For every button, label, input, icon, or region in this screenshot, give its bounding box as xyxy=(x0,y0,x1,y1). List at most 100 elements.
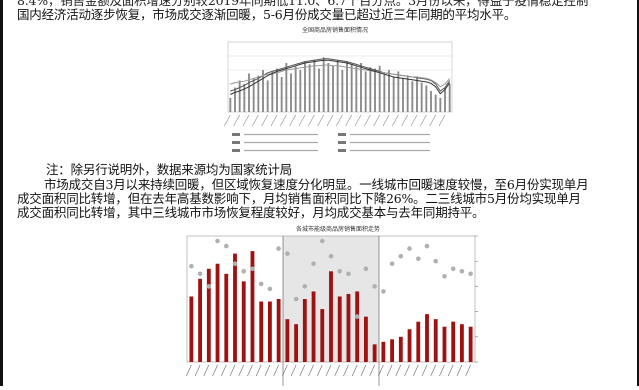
chart-bar xyxy=(383,73,386,112)
tick-label xyxy=(429,114,436,127)
legend-swatch xyxy=(338,141,346,144)
chart-bar xyxy=(336,60,339,112)
data-point xyxy=(442,274,447,279)
tick-label xyxy=(410,114,418,127)
tick-label xyxy=(242,114,250,127)
tick-label xyxy=(447,364,454,377)
tick-label xyxy=(401,114,408,127)
tick-label xyxy=(334,364,341,377)
chart-bar xyxy=(346,293,351,362)
tick-label xyxy=(378,364,384,377)
data-point xyxy=(224,243,229,249)
chart-bar xyxy=(318,68,320,112)
data-point xyxy=(197,271,203,277)
tick-label xyxy=(252,114,259,127)
chart-bar xyxy=(327,63,330,112)
chart-bar xyxy=(262,70,264,112)
tick-label xyxy=(382,114,390,127)
tick-label xyxy=(264,364,271,377)
tick-label xyxy=(343,364,349,377)
tick-label xyxy=(392,114,399,127)
chart-bar xyxy=(397,71,400,112)
chart-bar xyxy=(322,57,325,112)
tick-label xyxy=(212,364,218,377)
chart-bar xyxy=(294,66,297,112)
chart-bar xyxy=(313,59,316,112)
chart-bar xyxy=(238,80,241,112)
data-point xyxy=(285,251,290,256)
chart-bar xyxy=(189,296,194,362)
chart-bar xyxy=(468,326,473,362)
data-point xyxy=(189,263,194,269)
tick-label xyxy=(395,364,402,377)
data-point xyxy=(328,253,334,259)
tick-label xyxy=(404,364,410,377)
chart-bar xyxy=(372,344,377,362)
tick-label xyxy=(456,364,463,377)
paragraph-line: 国内经济活动逐步恢复，市场成交逐渐回暖，5-6月份成交量已超过近三年同期的平均水… xyxy=(17,7,517,22)
chart-bar xyxy=(407,329,412,362)
chart-bar xyxy=(416,77,418,112)
chart-bar xyxy=(430,91,432,112)
chart-bar xyxy=(243,84,246,112)
tick-label xyxy=(280,114,287,127)
chart-bar xyxy=(346,61,348,112)
series-line xyxy=(230,59,451,95)
tick-label xyxy=(308,364,314,377)
data-point xyxy=(468,271,473,277)
tick-label xyxy=(308,114,315,127)
chart-bar xyxy=(411,81,414,112)
chart-bar xyxy=(433,319,438,362)
figure-city-tier-chart: 各城市能级商品房销售面积走势 xyxy=(183,222,493,386)
data-point xyxy=(407,246,412,251)
data-point xyxy=(416,256,421,261)
chart-bar xyxy=(398,336,403,362)
tick-label xyxy=(255,364,262,377)
chart-bar xyxy=(271,71,274,112)
data-point xyxy=(450,266,456,272)
data-point xyxy=(320,238,325,244)
chart-bar xyxy=(206,268,211,362)
tick-label xyxy=(261,114,268,127)
chart-title: 各城市能级商品房销售面积走势 xyxy=(296,225,380,233)
tick-label xyxy=(282,364,288,377)
plot-area xyxy=(227,41,453,113)
data-point xyxy=(258,281,264,287)
chart-bar xyxy=(308,64,311,112)
chart-bar xyxy=(299,70,302,112)
paragraph-line: 市场成交自3月以来持续回暖，但区域恢复速度分化明显。一线城市回暖速度较慢，至6月… xyxy=(44,177,589,192)
data-point xyxy=(250,266,255,272)
legend-swatch xyxy=(232,133,240,136)
legend-swatch xyxy=(232,141,240,144)
tick-label xyxy=(325,364,332,377)
chart-bar xyxy=(266,80,269,112)
chart-bar xyxy=(374,68,376,112)
tick-label xyxy=(351,364,358,377)
chart-bar xyxy=(276,68,278,112)
chart-svg-2: 各城市能级商品房销售面积走势 xyxy=(186,225,478,386)
data-point xyxy=(311,261,316,266)
data-point xyxy=(372,284,377,289)
data-point xyxy=(215,238,220,244)
legend-swatch xyxy=(338,149,346,152)
tick-label xyxy=(430,364,437,377)
data-point xyxy=(433,258,438,264)
chart-bar xyxy=(406,75,409,112)
chart-bar xyxy=(229,98,232,112)
tick-label xyxy=(224,114,231,127)
legend-swatch xyxy=(338,133,346,136)
tick-label xyxy=(238,364,245,377)
tick-label xyxy=(299,364,306,377)
chart-bar xyxy=(198,278,203,362)
chart-bar xyxy=(294,324,299,362)
chart-bar xyxy=(337,296,342,362)
chart-bar xyxy=(388,70,390,112)
tick-label xyxy=(345,114,352,127)
figure-national-sales-chart: 全国商品房销售面积情况 xyxy=(200,20,470,165)
tick-label xyxy=(326,114,334,127)
chart-bar xyxy=(280,77,283,112)
tick-label xyxy=(316,364,323,377)
data-point xyxy=(381,289,386,294)
tick-label xyxy=(317,114,324,127)
chart-bar xyxy=(364,71,367,112)
